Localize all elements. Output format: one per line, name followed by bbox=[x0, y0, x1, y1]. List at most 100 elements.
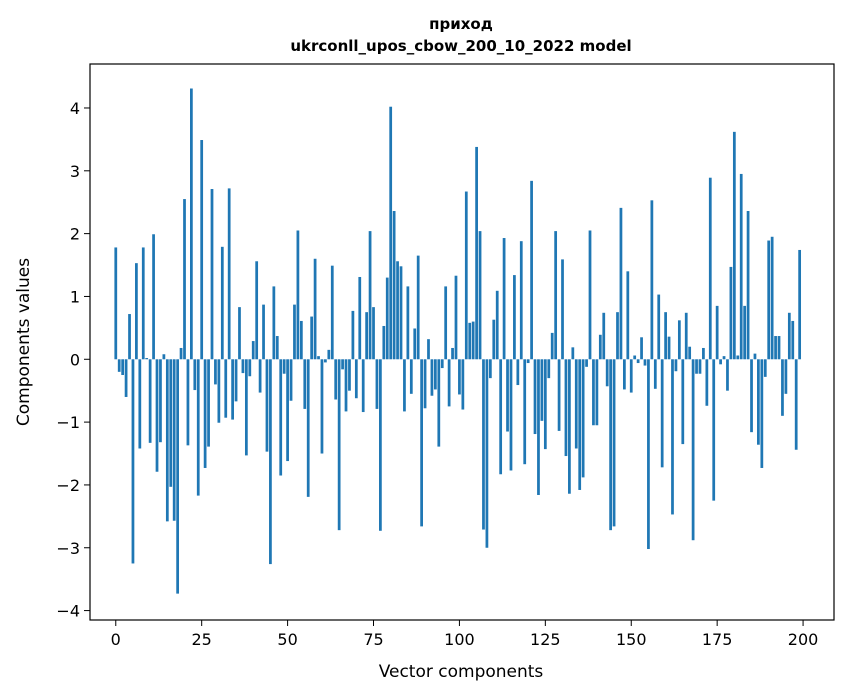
bar-78 bbox=[382, 325, 386, 360]
bar-112 bbox=[499, 359, 503, 475]
bar-124 bbox=[540, 359, 544, 421]
bar-120 bbox=[526, 359, 530, 364]
bars-group bbox=[114, 88, 802, 594]
bar-22 bbox=[190, 88, 193, 360]
bar-175 bbox=[715, 305, 719, 360]
bar-51 bbox=[289, 359, 293, 401]
bar-161 bbox=[667, 336, 671, 360]
chart-title: приход bbox=[429, 15, 493, 33]
bar-72 bbox=[361, 359, 365, 413]
bar-14 bbox=[162, 354, 166, 360]
bar-71 bbox=[358, 276, 362, 360]
bar-83 bbox=[399, 266, 403, 360]
bar-23 bbox=[193, 359, 197, 391]
bar-176 bbox=[719, 359, 722, 365]
bar-19 bbox=[179, 347, 183, 360]
bar-160 bbox=[664, 312, 667, 360]
bar-118 bbox=[519, 241, 523, 360]
bar-21 bbox=[186, 359, 190, 446]
x-tick-label: 75 bbox=[363, 630, 383, 649]
bar-87 bbox=[413, 328, 417, 360]
bar-182 bbox=[739, 173, 743, 360]
bar-77 bbox=[379, 359, 382, 531]
bar-20 bbox=[183, 199, 186, 360]
y-tick-label: −3 bbox=[56, 539, 80, 558]
chart-subtitle: ukrconll_upos_cbow_200_10_2022 model bbox=[290, 37, 631, 55]
bar-50 bbox=[286, 359, 289, 462]
x-tick-label: 200 bbox=[788, 630, 819, 649]
bar-130 bbox=[561, 259, 564, 360]
bar-183 bbox=[743, 305, 747, 360]
y-axis-ticks: −4 −3 −2 −1 0 1 2 3 4 bbox=[56, 99, 90, 621]
x-tick-label: 100 bbox=[444, 630, 475, 649]
bar-128 bbox=[554, 231, 558, 360]
bar-60 bbox=[320, 359, 324, 454]
bar-101 bbox=[461, 359, 465, 410]
bar-75 bbox=[372, 307, 375, 360]
bar-3 bbox=[124, 359, 128, 397]
bar-167 bbox=[688, 346, 692, 360]
bar-191 bbox=[770, 236, 774, 360]
bar-56 bbox=[306, 359, 310, 497]
bar-127 bbox=[550, 332, 554, 360]
x-tick-label: 25 bbox=[192, 630, 212, 649]
bar-131 bbox=[564, 359, 568, 457]
bar-73 bbox=[365, 312, 369, 360]
bar-38 bbox=[244, 359, 248, 456]
x-tick-label: 0 bbox=[111, 630, 121, 649]
bar-28 bbox=[210, 189, 214, 360]
bar-138 bbox=[588, 230, 592, 360]
bar-5 bbox=[131, 359, 135, 564]
bar-144 bbox=[609, 359, 612, 531]
bar-169 bbox=[695, 359, 698, 374]
bar-195 bbox=[784, 359, 788, 394]
bar-35 bbox=[234, 359, 238, 402]
bar-69 bbox=[351, 310, 355, 360]
bar-178 bbox=[726, 359, 729, 391]
bar-6 bbox=[135, 263, 138, 360]
bar-171 bbox=[702, 347, 705, 360]
bar-34 bbox=[231, 359, 234, 420]
bar-39 bbox=[248, 359, 252, 377]
bar-55 bbox=[303, 359, 307, 409]
bar-47 bbox=[275, 336, 279, 360]
bar-197 bbox=[791, 320, 795, 360]
bar-68 bbox=[348, 359, 351, 391]
y-tick-label: 4 bbox=[70, 99, 80, 118]
bar-152 bbox=[636, 359, 640, 364]
bar-0 bbox=[114, 247, 118, 360]
bar-53 bbox=[296, 230, 300, 360]
x-tick-label: 175 bbox=[702, 630, 733, 649]
bar-185 bbox=[750, 359, 753, 433]
x-axis-label: Vector components bbox=[379, 662, 544, 682]
bar-110 bbox=[492, 319, 496, 360]
bar-41 bbox=[255, 261, 259, 360]
bar-1 bbox=[117, 359, 121, 372]
bar-151 bbox=[633, 355, 637, 360]
bar-26 bbox=[203, 359, 207, 468]
bar-149 bbox=[626, 271, 630, 360]
bar-181 bbox=[736, 355, 740, 360]
bar-96 bbox=[444, 286, 448, 360]
y-tick-label: 2 bbox=[70, 225, 80, 244]
bar-95 bbox=[440, 359, 444, 369]
bar-190 bbox=[767, 240, 771, 360]
bar-140 bbox=[595, 359, 599, 426]
bar-188 bbox=[760, 359, 764, 468]
bar-40 bbox=[251, 341, 255, 360]
bar-2 bbox=[121, 359, 125, 375]
bar-25 bbox=[200, 140, 204, 360]
y-tick-label: 3 bbox=[70, 162, 80, 181]
bar-88 bbox=[416, 255, 420, 360]
bar-114 bbox=[506, 359, 509, 432]
bar-186 bbox=[753, 353, 757, 360]
bar-162 bbox=[671, 359, 674, 515]
y-tick-label: −4 bbox=[56, 602, 80, 621]
bar-113 bbox=[502, 238, 506, 360]
bar-147 bbox=[619, 207, 623, 360]
bar-126 bbox=[547, 359, 551, 379]
bar-194 bbox=[781, 359, 784, 416]
bar-11 bbox=[152, 234, 155, 360]
bar-154 bbox=[643, 359, 647, 366]
y-tick-label: 1 bbox=[70, 287, 80, 306]
